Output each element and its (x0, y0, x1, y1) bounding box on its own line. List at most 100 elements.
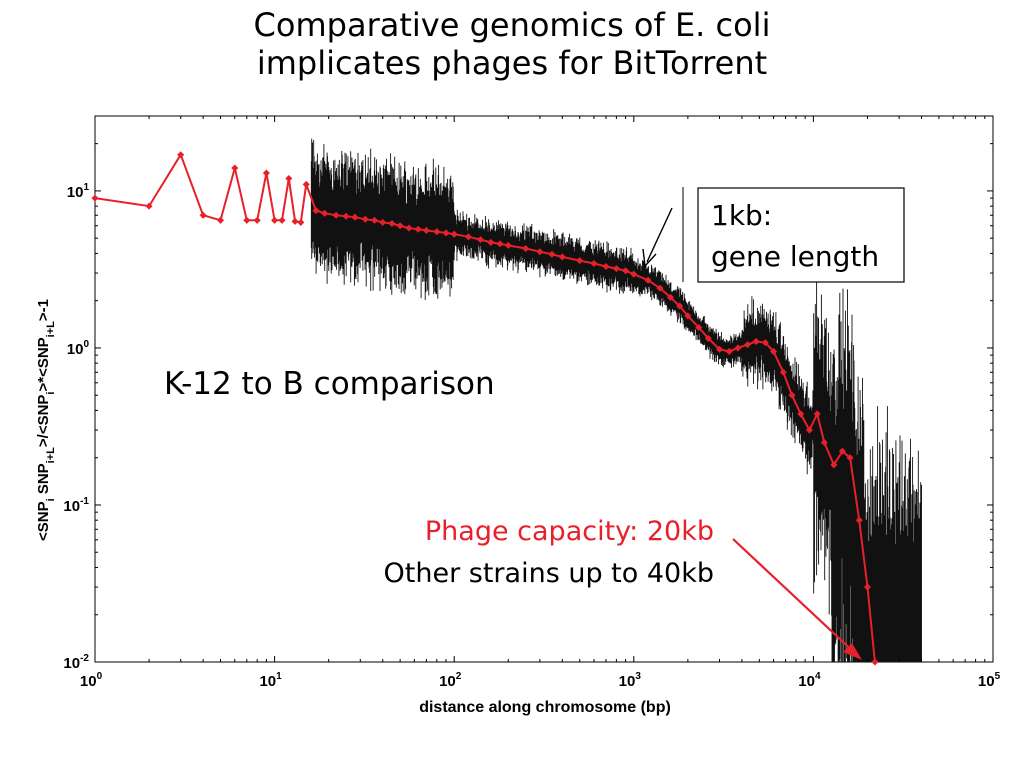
series-point (761, 339, 769, 347)
x-tick-label: 101 (259, 671, 282, 690)
gene-length-box (697, 187, 905, 283)
x-tick-label: 100 (80, 671, 103, 690)
series-point (504, 241, 512, 249)
series-point (725, 347, 733, 355)
x-tick-label: 105 (978, 671, 1001, 690)
series-point (285, 174, 293, 183)
series-point (752, 337, 760, 345)
series-point (576, 257, 584, 265)
series-point (522, 244, 530, 253)
x-tick-label: 102 (439, 671, 462, 690)
series-point (487, 238, 495, 246)
series-point (422, 226, 430, 234)
y-tick-label: 101 (67, 182, 90, 201)
series-point (388, 219, 396, 228)
series-point (536, 248, 544, 256)
series-point (788, 391, 796, 399)
series-point (351, 213, 359, 221)
series-point (231, 164, 239, 172)
series-point (342, 212, 350, 220)
series-point (830, 461, 838, 469)
y-axis-label: <SNPi SNPi+L>/<SNPi>*<SNPi+L>-1 (35, 299, 57, 541)
series-point (744, 341, 752, 349)
series-point (177, 151, 185, 159)
series-point (278, 216, 286, 224)
phage-arrow-head (843, 643, 862, 660)
x-tick-label: 103 (619, 671, 642, 690)
gene-length-line1: 1kb: (711, 199, 772, 232)
series-point (312, 207, 320, 215)
series-line (94, 152, 876, 663)
series-point (433, 228, 441, 236)
series-point (396, 222, 404, 230)
series-point (262, 169, 270, 177)
series-point (734, 344, 742, 352)
series-point (590, 259, 598, 268)
gene-length-arrow-head (642, 248, 657, 268)
series-point (838, 447, 846, 455)
annotation-k12-comparison: K-12 to B comparison (164, 366, 495, 402)
series-point (91, 194, 99, 202)
series-point (770, 347, 778, 355)
series-point (414, 225, 422, 233)
gene-length-arrow-shaft (646, 207, 673, 263)
series-point (644, 276, 652, 284)
series-point (695, 323, 703, 332)
series-point (361, 215, 369, 223)
series-point (676, 302, 684, 310)
series-point (321, 209, 329, 217)
plot-frame (94, 115, 994, 663)
x-tick-label: 104 (798, 671, 821, 690)
series-point (805, 426, 813, 434)
series-point (253, 216, 261, 224)
series-point (630, 270, 638, 278)
phage-arrow-shaft (732, 538, 858, 656)
series-point (813, 410, 821, 418)
series-point (464, 233, 472, 241)
series-point (871, 658, 879, 666)
series-point (666, 293, 674, 301)
series-point (558, 253, 566, 261)
series-point (797, 410, 805, 418)
series-point (612, 265, 620, 273)
x-axis-label: distance along chromosome (bp) (419, 699, 671, 716)
series-point (855, 516, 863, 524)
series-point (243, 216, 251, 224)
slide-title-line1: Comparative genomics of E. coli (253, 6, 771, 44)
series-point (715, 345, 724, 353)
series-point (405, 224, 413, 232)
y-tick-label: 10-1 (63, 496, 89, 515)
series-point (476, 236, 484, 244)
series-point (863, 583, 872, 591)
slide-title-line2: implicates phages for BitTorrent (256, 44, 768, 82)
phage-capacity-text: Phage capacity: 20kb (425, 516, 714, 547)
series-point (684, 312, 692, 320)
series-point (216, 216, 225, 224)
series-point (271, 216, 279, 224)
other-strains-text: Other strains up to 40kb (384, 558, 714, 589)
series-point (496, 240, 504, 248)
series-point (622, 267, 630, 275)
series-point (450, 230, 458, 238)
series-point (291, 217, 299, 225)
series-point (602, 262, 610, 271)
series-point (846, 454, 854, 462)
series-point (302, 180, 310, 188)
series-point (704, 334, 712, 342)
y-tick-label: 100 (67, 339, 90, 358)
series-point (442, 229, 450, 237)
series-point (379, 218, 387, 226)
y-tick-label: 10-2 (63, 653, 89, 672)
series-point (145, 202, 153, 210)
gene-length-line2: gene length (711, 240, 879, 273)
series-point (199, 211, 207, 219)
series-point (820, 438, 828, 447)
series-point (656, 284, 664, 292)
series-point (370, 216, 379, 224)
axis-ticks: 100 101 102 103 104 105 101 100 10-1 10-2 (63, 115, 1001, 690)
slide-title: Comparative genomics of E. coli implicat… (0, 6, 1024, 82)
series-point (332, 211, 340, 219)
series-point (779, 368, 787, 376)
series-point (297, 218, 305, 226)
